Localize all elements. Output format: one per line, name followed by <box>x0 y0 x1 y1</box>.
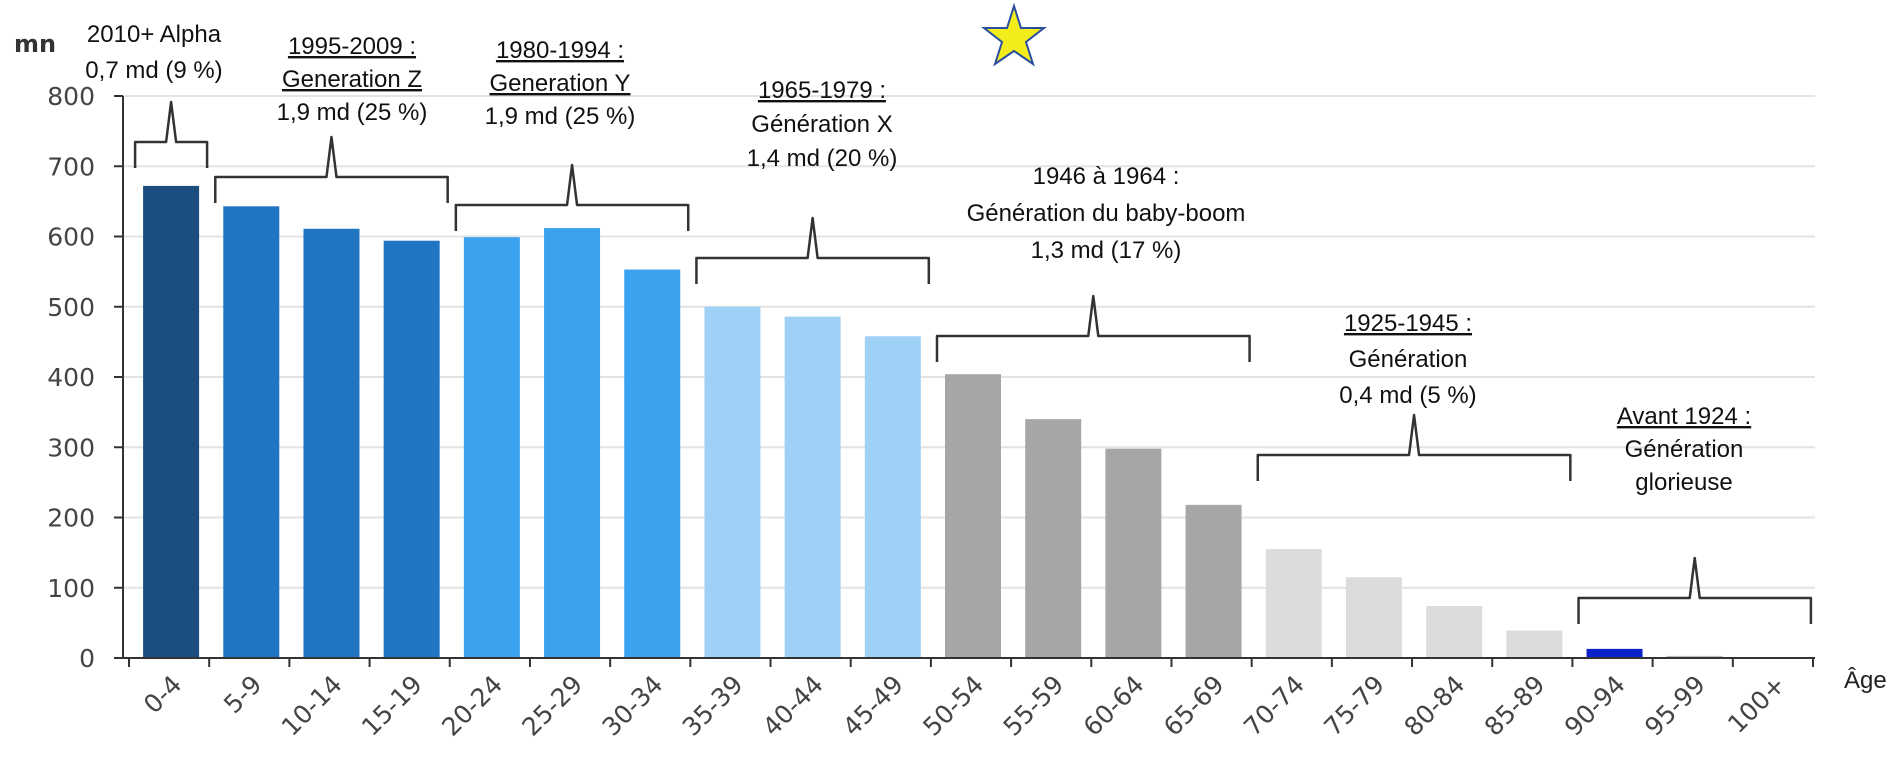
annotation-line: Generation Z <box>282 66 422 93</box>
generation-braces <box>133 100 1813 624</box>
x-tick-label: 55-59 <box>998 670 1070 742</box>
annotation-line: 1925-1945 : <box>1344 310 1472 337</box>
bar-35-39 <box>704 306 761 658</box>
bar-30-34 <box>624 269 681 658</box>
annotation-line: Génération du baby-boom <box>967 200 1246 227</box>
x-tick-label: 10-14 <box>276 670 348 742</box>
generation-brace <box>1577 556 1813 624</box>
annotation-line: 1995-2009 : <box>288 33 416 60</box>
x-tick-label: 25-29 <box>516 670 588 742</box>
x-tick-label: 80-84 <box>1399 670 1471 742</box>
generation-brace <box>133 100 209 168</box>
bar-10-14 <box>303 228 360 658</box>
bar-95-99 <box>1666 655 1723 658</box>
annotation-line: 1946 à 1964 : <box>1033 163 1180 190</box>
x-tick-label: 0-4 <box>138 670 187 719</box>
bar-0-4 <box>143 185 200 659</box>
generation-annotations: 2010+ Alpha 0,7 md (9 %) 1995-2009 : Genera… <box>85 21 1751 496</box>
x-tick-label: 50-54 <box>917 670 989 742</box>
bar-60-64 <box>1105 448 1162 658</box>
annotation-line: Avant 1924 : <box>1617 403 1751 430</box>
annotation-line: 0,4 md (5 %) <box>1339 382 1476 409</box>
y-tick-label: 400 <box>47 363 95 392</box>
x-tick-label: 90-94 <box>1559 670 1631 742</box>
annotation-line: glorieuse <box>1635 469 1732 496</box>
bar-75-79 <box>1345 577 1402 658</box>
annotation-line: Génération <box>1625 436 1744 463</box>
y-tick-label: 100 <box>47 574 95 603</box>
y-tick-label: 800 <box>47 82 95 111</box>
bars <box>143 185 1803 659</box>
generation-brace <box>214 135 449 203</box>
annotation-line: 1965-1979 : <box>758 77 886 104</box>
x-tick-label: 65-69 <box>1158 670 1230 742</box>
annotation-line: Génération <box>1349 346 1468 373</box>
x-tick-label: 75-79 <box>1318 670 1390 742</box>
y-tick-label: 500 <box>47 293 95 322</box>
annotation-line: Génération X <box>751 111 892 138</box>
annotation-line: 1,9 md (25 %) <box>485 103 636 130</box>
annotation-line: 1980-1994 : <box>496 37 624 64</box>
x-tick-label: 35-39 <box>677 670 749 742</box>
x-tick-labels: 0-4 5-9 10-14 15-19 20-24 25-29 30-34 35-39 40-4… <box>128 658 1814 742</box>
bar-50-54 <box>945 374 1001 658</box>
annotation-line: 1,3 md (17 %) <box>1031 237 1182 264</box>
annotation-line: 2010+ Alpha <box>87 21 222 48</box>
x-tick-label: 30-34 <box>597 670 669 742</box>
star-icon <box>981 2 1047 67</box>
x-axis-label: Âge <box>1844 667 1887 694</box>
x-tick-label: 100+ <box>1722 670 1791 739</box>
bar-65-69 <box>1185 504 1242 658</box>
y-tick-label: 0 <box>79 644 95 673</box>
bar-15-19 <box>383 240 440 658</box>
bar-40-44 <box>784 316 841 658</box>
bar-55-59 <box>1025 419 1082 658</box>
bar-20-24 <box>463 237 520 658</box>
x-tick-label: 40-44 <box>757 670 829 742</box>
generation-brace <box>695 216 931 284</box>
bar-5-9 <box>223 206 280 659</box>
x-tick-label: 60-64 <box>1078 670 1150 742</box>
bar-90-94 <box>1586 648 1643 658</box>
bar-85-89 <box>1506 630 1563 658</box>
bar-70-74 <box>1265 549 1322 658</box>
x-tick-label: 15-19 <box>356 670 428 742</box>
annotation-line: 0,7 md (9 %) <box>85 57 222 84</box>
x-tick-label: 45-49 <box>837 670 909 742</box>
x-tick-label: 95-99 <box>1639 670 1711 742</box>
generation-brace <box>935 294 1251 362</box>
y-axis-unit: mn <box>14 30 56 58</box>
x-tick-label: 85-89 <box>1479 670 1551 742</box>
y-tick-labels: 0 100 200 300 400 500 600 700 800 <box>47 82 123 673</box>
y-tick-label: 200 <box>47 504 95 533</box>
annotation-line: 1,9 md (25 %) <box>277 99 428 126</box>
generation-brace <box>454 163 690 231</box>
bar-80-84 <box>1426 606 1483 658</box>
y-tick-label: 600 <box>47 223 95 252</box>
bar-45-49 <box>864 336 921 658</box>
x-tick-label: 20-24 <box>436 670 508 742</box>
x-tick-label: 5-9 <box>218 670 267 719</box>
annotation-line: Generation Y <box>490 70 631 97</box>
y-tick-label: 300 <box>47 433 95 462</box>
y-tick-label: 700 <box>47 152 95 181</box>
bar-25-29 <box>544 228 601 658</box>
x-tick-label: 70-74 <box>1238 670 1310 742</box>
generation-brace <box>1256 413 1572 481</box>
annotation-line: 1,4 md (20 %) <box>747 145 898 172</box>
